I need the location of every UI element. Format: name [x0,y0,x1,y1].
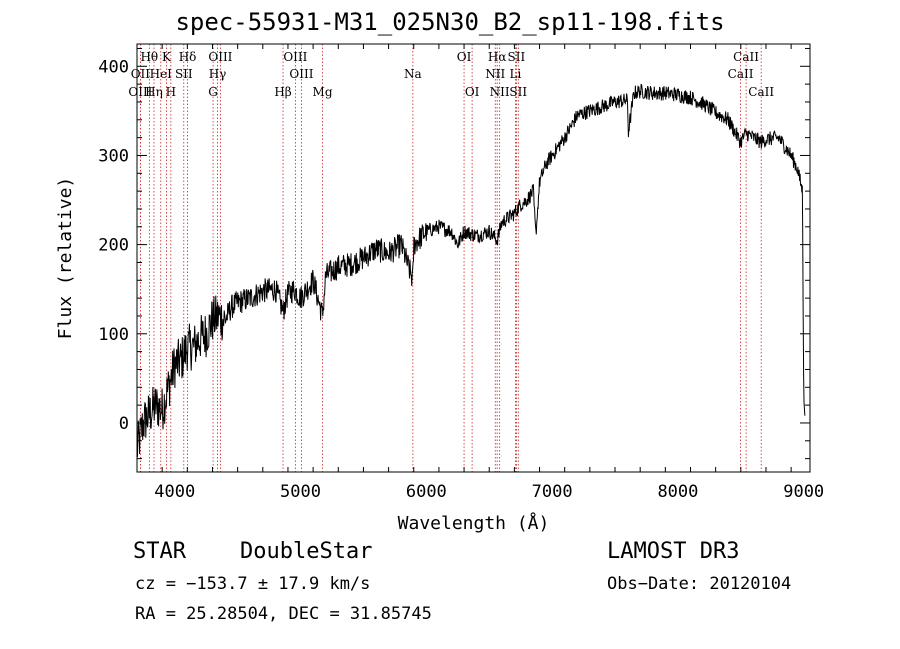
line-label-8: Hδ [179,50,197,64]
line-label-12: Hβ [274,85,291,99]
y-tick-label: 0 [119,414,129,434]
x-ticks: 4000 5000 6000 7000 8000 9000 [136,44,824,502]
line-label-10: Hγ [209,67,227,81]
line-label-7: SII [175,67,193,81]
line-label-9: OIII [208,50,232,64]
y-axis-label: Flux (relative) [55,177,76,340]
line-label-19: Hα [488,50,507,64]
x-tick-label: 6000 [406,482,447,502]
x-tick-label: 4000 [154,482,195,502]
line-label-1: OII [131,67,151,81]
line-label-6: H [166,85,176,99]
line-label-17: OI [457,50,472,64]
line-label-2: OIII [128,85,152,99]
line-label-14: OIII [289,67,313,81]
object-subclass: DoubleStar [240,539,373,564]
x-axis-label: Wavelength (Å) [398,512,550,534]
line-label-26: CaII [728,67,754,81]
chart-title: spec-55931-M31_025N30_B2_sp11-198.fits [175,8,725,36]
y-tick-label: 300 [98,146,129,166]
line-label-0: Hθ [140,50,158,64]
line-label-25: CaII [733,50,759,64]
x-tick-label: 9000 [783,482,824,502]
line-label-24: Li [509,67,521,81]
line-label-13: OIII [283,50,307,64]
plot-frame [136,43,811,473]
y-tick-label: 400 [98,57,129,77]
line-label-27: CaII [748,85,774,99]
axes [136,43,811,473]
spectrum-line [136,83,806,458]
spectral-line-markers [139,44,762,472]
spectrum-group [136,83,806,458]
line-label-3: Hη [145,85,163,99]
line-label-15: Mg [313,85,333,99]
line-label-18: OI [465,85,480,99]
redshift-cz: cz = −153.7 ± 17.9 km/s [135,574,371,594]
y-tick-label: 100 [98,325,129,345]
survey-name: LAMOST DR3 [607,539,740,564]
line-label-21: NII [490,85,510,99]
observation-date: Obs−Date: 20120104 [607,574,792,594]
line-label-16: Na [404,67,422,81]
line-label-5: K [162,50,172,64]
y-ticks: 0 100 200 300 400 [98,47,810,460]
line-label-20: NII [485,67,505,81]
object-class: STAR [133,539,186,564]
x-tick-label: 8000 [657,482,698,502]
x-tick-label: 7000 [532,482,573,502]
line-label-4: HeI [150,67,173,81]
line-label-22: SII [508,50,526,64]
ra-dec: RA = 25.28504, DEC = 31.85745 [135,604,432,624]
line-label-11: G [208,85,218,99]
y-tick-label: 200 [98,236,129,256]
x-tick-label: 5000 [280,482,321,502]
line-label-23: SII [509,85,527,99]
